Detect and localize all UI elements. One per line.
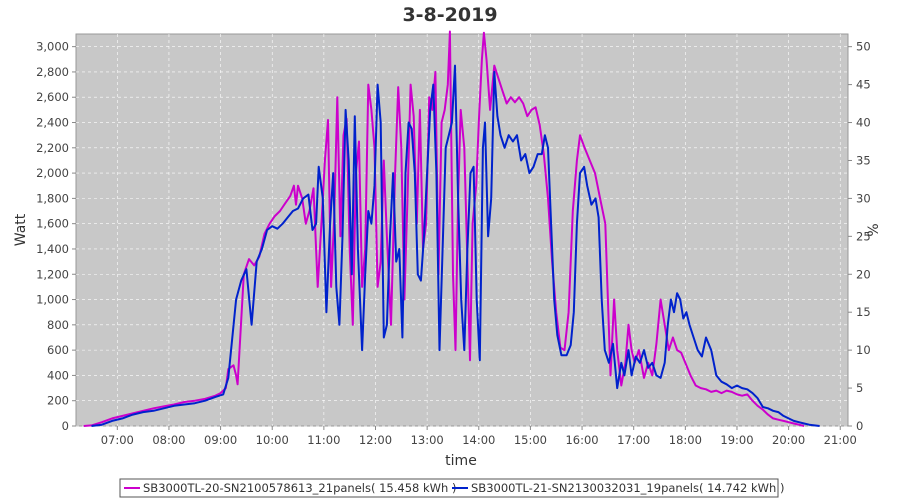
series-line-2 (91, 64, 820, 427)
y-right-tick-label: 5 (856, 381, 863, 395)
y-tick-label: 2,000 (36, 166, 69, 180)
y-tick-label: 400 (47, 368, 69, 382)
y-tick-label: 2,600 (36, 90, 69, 104)
y-tick-label: 2,400 (36, 116, 69, 130)
x-tick-label: 20:00 (772, 433, 805, 447)
y-axis-right: 0 5 10 15 20 25 30 35 40 45 50 (848, 40, 871, 433)
x-tick-label: 10:00 (256, 433, 289, 447)
y-right-tick-label: 45 (856, 78, 871, 92)
x-axis-label: time (445, 453, 477, 469)
x-tick-label: 19:00 (720, 433, 753, 447)
y-right-tick-label: 40 (856, 116, 871, 130)
y-axis-left: 0 200 400 600 800 1,000 1,200 1,400 1,600 1,800 2,… (36, 40, 76, 433)
y-tick-label: 3,000 (36, 40, 69, 54)
y-right-tick-label: 25 (856, 229, 871, 243)
y-right-tick-label: 50 (856, 40, 871, 54)
x-tick-label: 17:00 (617, 433, 650, 447)
y-right-tick-label: 20 (856, 267, 871, 281)
y-tick-label: 2,800 (36, 65, 69, 79)
y-right-tick-label: 0 (856, 419, 863, 433)
x-tick-label: 07:00 (101, 433, 134, 447)
legend: SB3000TL-20-SN2100578613_21panels( 15.45… (119, 478, 784, 498)
y-tick-label: 1,600 (36, 217, 69, 231)
y-right-tick-label: 30 (856, 191, 871, 205)
x-tick-label: 15:00 (514, 433, 547, 447)
chart-title: 3-8-2019 (402, 4, 497, 26)
y-tick-label: 1,800 (36, 191, 69, 205)
y-right-tick-label: 10 (856, 343, 871, 357)
x-tick-label: 18:00 (669, 433, 702, 447)
y-tick-label: 1,000 (36, 293, 69, 307)
x-axis: 07:00 08:00 09:00 10:00 11:00 12:00 13:00 14:00… (101, 426, 857, 447)
x-tick-label: 16:00 (565, 433, 598, 447)
y-right-tick-label: 35 (856, 153, 871, 167)
y-axis-right-label: % (866, 223, 882, 236)
x-tick-label: 12:00 (359, 433, 392, 447)
y-tick-label: 1,400 (36, 242, 69, 256)
y-tick-label: 2,200 (36, 141, 69, 155)
y-tick-label: 800 (47, 318, 69, 332)
x-tick-label: 09:00 (204, 433, 237, 447)
legend-box (119, 478, 779, 498)
y-axis-label: Watt (13, 213, 29, 246)
plot-area (75, 33, 849, 427)
x-tick-label: 13:00 (411, 433, 444, 447)
y-tick-label: 1,200 (36, 267, 69, 281)
x-tick-label: 14:00 (462, 433, 495, 447)
x-tick-label: 21:00 (824, 433, 857, 447)
legend-label-1: SB3000TL-20-SN2100578613_21panels( 15.45… (143, 481, 456, 495)
y-tick-label: 0 (62, 419, 69, 433)
x-tick-label: 11:00 (307, 433, 340, 447)
legend-label-2: SB3000TL-21-SN2130032031_19panels( 14.74… (471, 481, 784, 495)
y-right-tick-label: 15 (856, 305, 871, 319)
y-tick-label: 200 (47, 394, 69, 408)
x-tick-label: 08:00 (152, 433, 185, 447)
series-group (83, 30, 820, 427)
y-tick-label: 600 (47, 343, 69, 357)
